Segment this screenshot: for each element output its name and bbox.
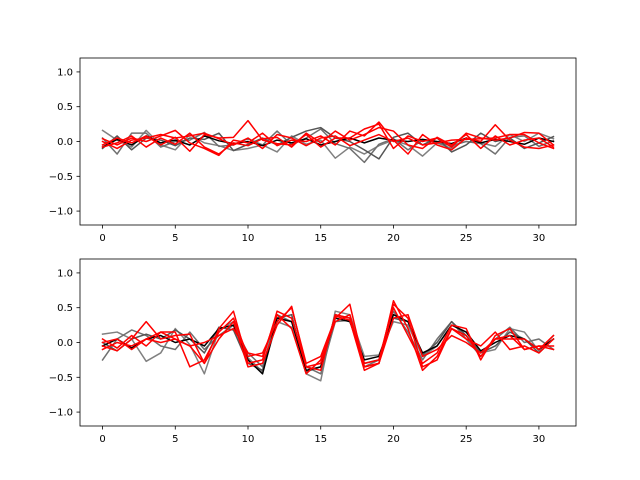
top-subplot: 0 5 10 15 20 25 30 −1.0 −0.5 0.0 0.5 1.0 bbox=[49, 57, 577, 244]
y-tick-label: 1.0 bbox=[57, 268, 73, 279]
y-tick-label: 0.0 bbox=[57, 338, 73, 349]
x-tick-label: 30 bbox=[533, 434, 546, 445]
x-tick-label: 15 bbox=[314, 434, 327, 445]
x-tick-label: 25 bbox=[460, 434, 473, 445]
series-group bbox=[101, 119, 555, 164]
bottom-subplot: 0 5 10 15 20 25 30 −1.0 −0.5 0.0 0.5 1.0 bbox=[49, 258, 577, 445]
y-tick-label: 0.0 bbox=[57, 137, 73, 148]
series-line-8 bbox=[101, 313, 555, 375]
y-tick-label: −0.5 bbox=[49, 373, 73, 384]
x-tick-label: 5 bbox=[172, 233, 178, 244]
series-line-8 bbox=[101, 132, 555, 150]
series-line-5 bbox=[101, 119, 555, 152]
x-tick-label: 30 bbox=[533, 233, 546, 244]
x-tick-label: 20 bbox=[387, 434, 400, 445]
series-line-6 bbox=[101, 303, 555, 368]
x-tick-label: 10 bbox=[242, 434, 255, 445]
y-tick-label: 0.5 bbox=[57, 102, 73, 113]
series-line-3 bbox=[101, 126, 555, 160]
y-tick-label: 0.5 bbox=[57, 303, 73, 314]
x-tick-label: 10 bbox=[242, 233, 255, 244]
x-tick-label: 25 bbox=[460, 233, 473, 244]
x-tick-label: 15 bbox=[314, 233, 327, 244]
y-tick-label: −1.0 bbox=[49, 408, 73, 419]
x-tick-label: 5 bbox=[172, 434, 178, 445]
series-group bbox=[101, 300, 555, 382]
y-tick-label: −0.5 bbox=[49, 172, 73, 183]
y-tick-label: −1.0 bbox=[49, 207, 73, 218]
x-tick-label: 0 bbox=[99, 233, 105, 244]
x-tick-label: 0 bbox=[99, 434, 105, 445]
series-line-6 bbox=[101, 121, 555, 157]
y-tick-label: 1.0 bbox=[57, 67, 73, 78]
x-tick-label: 20 bbox=[387, 233, 400, 244]
